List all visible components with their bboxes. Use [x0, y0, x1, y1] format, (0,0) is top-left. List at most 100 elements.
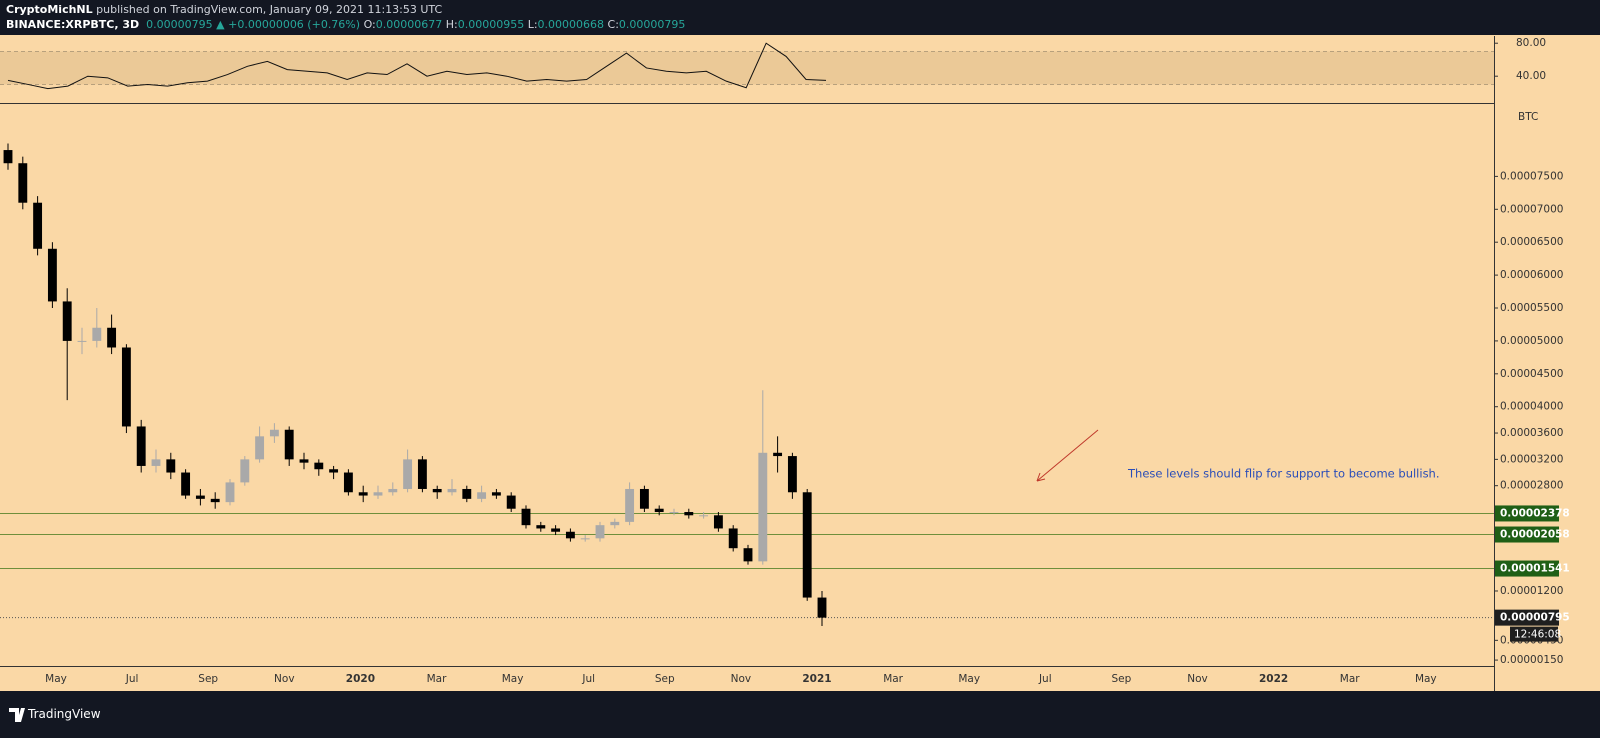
c: 0.00000795 [618, 18, 686, 31]
candle-body [580, 538, 590, 540]
x-tick-label: May [958, 673, 980, 685]
annotation: These levels should flip for support to … [1127, 467, 1440, 481]
y-tick-label: 0.00002800 [1500, 480, 1563, 492]
x-tick-label: 2022 [1259, 673, 1288, 685]
candle-body [477, 492, 487, 499]
candle-body [166, 459, 176, 473]
x-tick-label: Jul [1038, 673, 1052, 685]
candle-body [284, 429, 294, 460]
o-label: O: [363, 18, 376, 31]
rsi-band [0, 51, 1494, 85]
change: +0.00000006 (+0.76%) [228, 18, 361, 31]
brand: TradingView [28, 707, 101, 721]
candle-body [18, 163, 28, 203]
candle-body [195, 495, 205, 499]
level-tag [1495, 505, 1559, 522]
candle-body [802, 492, 812, 598]
x-tick-label: May [45, 673, 67, 685]
y-tick-label: 0.00005000 [1500, 335, 1563, 347]
rsi-tick-label: 80.00 [1516, 37, 1546, 49]
candle-body [107, 327, 117, 348]
x-tick-label: 2020 [346, 673, 375, 685]
candle-body [625, 488, 635, 522]
candle-body [728, 528, 738, 549]
candle-body [521, 508, 531, 526]
candle-body [565, 531, 575, 539]
l: 0.00000668 [537, 18, 605, 31]
header: CryptoMichNL published on TradingView.co… [0, 0, 1600, 35]
x-tick-label: Sep [655, 673, 675, 685]
candle-body [255, 436, 265, 460]
level-label: 0.00002378 [1500, 507, 1570, 519]
x-tick-label: Nov [1187, 673, 1208, 685]
candle-body [121, 347, 131, 427]
y-tick-label: 0.00007500 [1500, 170, 1563, 182]
published: published on TradingView.com, January 09… [96, 3, 443, 16]
candle-body [773, 452, 783, 457]
symbol-line: BINANCE:XRPBTC, 3D 0.00000795 ▲ +0.00000… [6, 17, 1594, 32]
candle-body [314, 462, 324, 470]
candle-body [136, 426, 146, 466]
candle-body [47, 248, 57, 302]
candle-body [536, 525, 546, 529]
x-tick-label: Sep [198, 673, 218, 685]
x-tick-label: Mar [1340, 673, 1360, 685]
o: 0.00000677 [375, 18, 443, 31]
candle-body [62, 301, 72, 341]
candle-body [817, 597, 827, 618]
candle-body [240, 459, 250, 483]
y-tick-label: 0.00005500 [1500, 302, 1563, 314]
footer: TradingView [0, 691, 1600, 738]
candle-body [432, 488, 442, 493]
candle-body [299, 459, 309, 463]
candle-body [713, 515, 723, 529]
y-tick-label: 0.00003200 [1500, 453, 1563, 465]
candle-body [269, 429, 279, 437]
annotation-arrow [1036, 429, 1099, 482]
candle-body [758, 452, 768, 562]
candle-body [462, 488, 472, 499]
candle-body [343, 472, 353, 493]
candle-body [610, 521, 620, 526]
level-tag [1495, 560, 1559, 577]
y-tick-label: 0.00004500 [1500, 368, 1563, 380]
candle-body [595, 525, 605, 539]
y-tick-label: 0.00006000 [1500, 269, 1563, 281]
candle-body [181, 472, 191, 496]
last-price-label: 0.00000795 [1500, 612, 1570, 624]
rsi-tick-label: 40.00 [1516, 70, 1546, 82]
candle-body [388, 488, 398, 493]
candle-body [491, 492, 501, 496]
candle-body [743, 548, 753, 562]
countdown: 12:46:08 [1514, 629, 1561, 641]
candle-body [417, 459, 427, 489]
candle-body [699, 515, 709, 517]
y-tick-label: 0.00004000 [1500, 401, 1563, 413]
y-tick-label: 0.00001200 [1500, 585, 1563, 597]
candle-body [639, 488, 649, 509]
candle-body [551, 528, 561, 532]
logo [9, 708, 25, 722]
l-label: L: [527, 18, 538, 31]
last-price-tag [1495, 609, 1559, 626]
x-tick-label: May [502, 673, 524, 685]
level-label: 0.00002058 [1500, 529, 1570, 541]
candle-body [669, 512, 679, 514]
x-tick-label: Nov [731, 673, 752, 685]
x-tick-label: Mar [427, 673, 447, 685]
x-tick-label: Jul [581, 673, 595, 685]
candle-body [92, 327, 102, 341]
x-tick-label: May [1415, 673, 1437, 685]
y-tick-label: 0.00007000 [1500, 203, 1563, 215]
rsi-line [7, 42, 827, 90]
level-label: 0.00001541 [1500, 563, 1570, 575]
x-tick-label: Nov [274, 673, 295, 685]
candle-body [358, 492, 368, 496]
chart: BTC These levels should flip for support… [0, 36, 1570, 691]
candle-body [787, 456, 797, 493]
last: 0.00000795 [146, 18, 213, 31]
candle-body [210, 498, 220, 503]
candle-body [33, 202, 43, 249]
c-label: C: [607, 18, 619, 31]
